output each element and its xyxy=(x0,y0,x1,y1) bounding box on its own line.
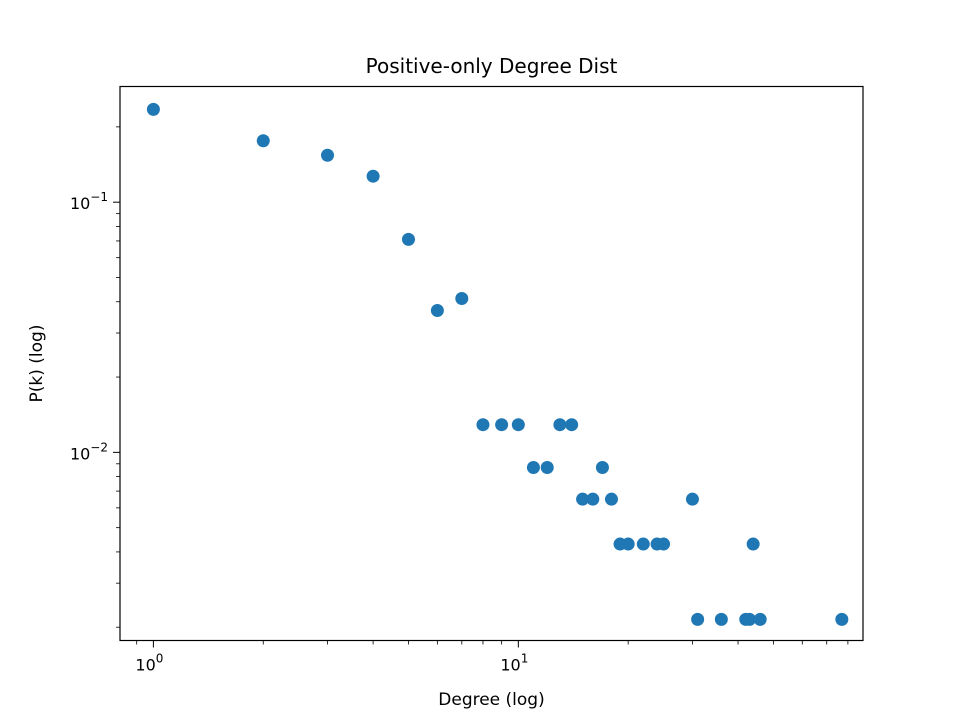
data-point xyxy=(576,492,590,506)
data-point xyxy=(146,102,160,116)
data-point xyxy=(565,418,579,432)
data-point xyxy=(685,492,699,506)
data-point xyxy=(636,537,650,551)
data-point xyxy=(495,418,509,432)
data-point xyxy=(714,612,728,626)
data-point xyxy=(476,418,490,432)
data-point xyxy=(526,460,540,474)
data-point xyxy=(753,612,767,626)
data-point xyxy=(321,148,335,162)
data-point xyxy=(746,537,760,551)
data-point xyxy=(553,418,567,432)
data-point xyxy=(595,460,609,474)
data-point xyxy=(430,304,444,318)
data-point xyxy=(401,232,415,246)
y-axis-label: P(k) (log) xyxy=(27,325,47,403)
data-point xyxy=(586,492,600,506)
data-point xyxy=(691,612,705,626)
major-ticks: 100 101 10−1 10−2 xyxy=(70,190,528,674)
data-point xyxy=(455,292,469,306)
data-point xyxy=(511,418,525,432)
data-point xyxy=(366,169,380,183)
data-points xyxy=(146,102,849,626)
data-point xyxy=(540,460,554,474)
minor-ticks xyxy=(116,126,849,645)
y-tick-label: 10−1 xyxy=(70,190,108,213)
x-axis-label: Degree (log) xyxy=(438,690,544,710)
data-point xyxy=(657,537,671,551)
x-tick-label: 100 xyxy=(135,652,163,675)
y-tick-label: 10−2 xyxy=(70,440,108,463)
data-point xyxy=(256,134,270,148)
data-point xyxy=(604,492,618,506)
x-tick-label: 101 xyxy=(500,652,528,675)
chart-title: Positive-only Degree Dist xyxy=(366,54,618,78)
data-point xyxy=(743,612,757,626)
plot-frame xyxy=(119,85,864,642)
data-point xyxy=(621,537,635,551)
data-point xyxy=(835,612,849,626)
